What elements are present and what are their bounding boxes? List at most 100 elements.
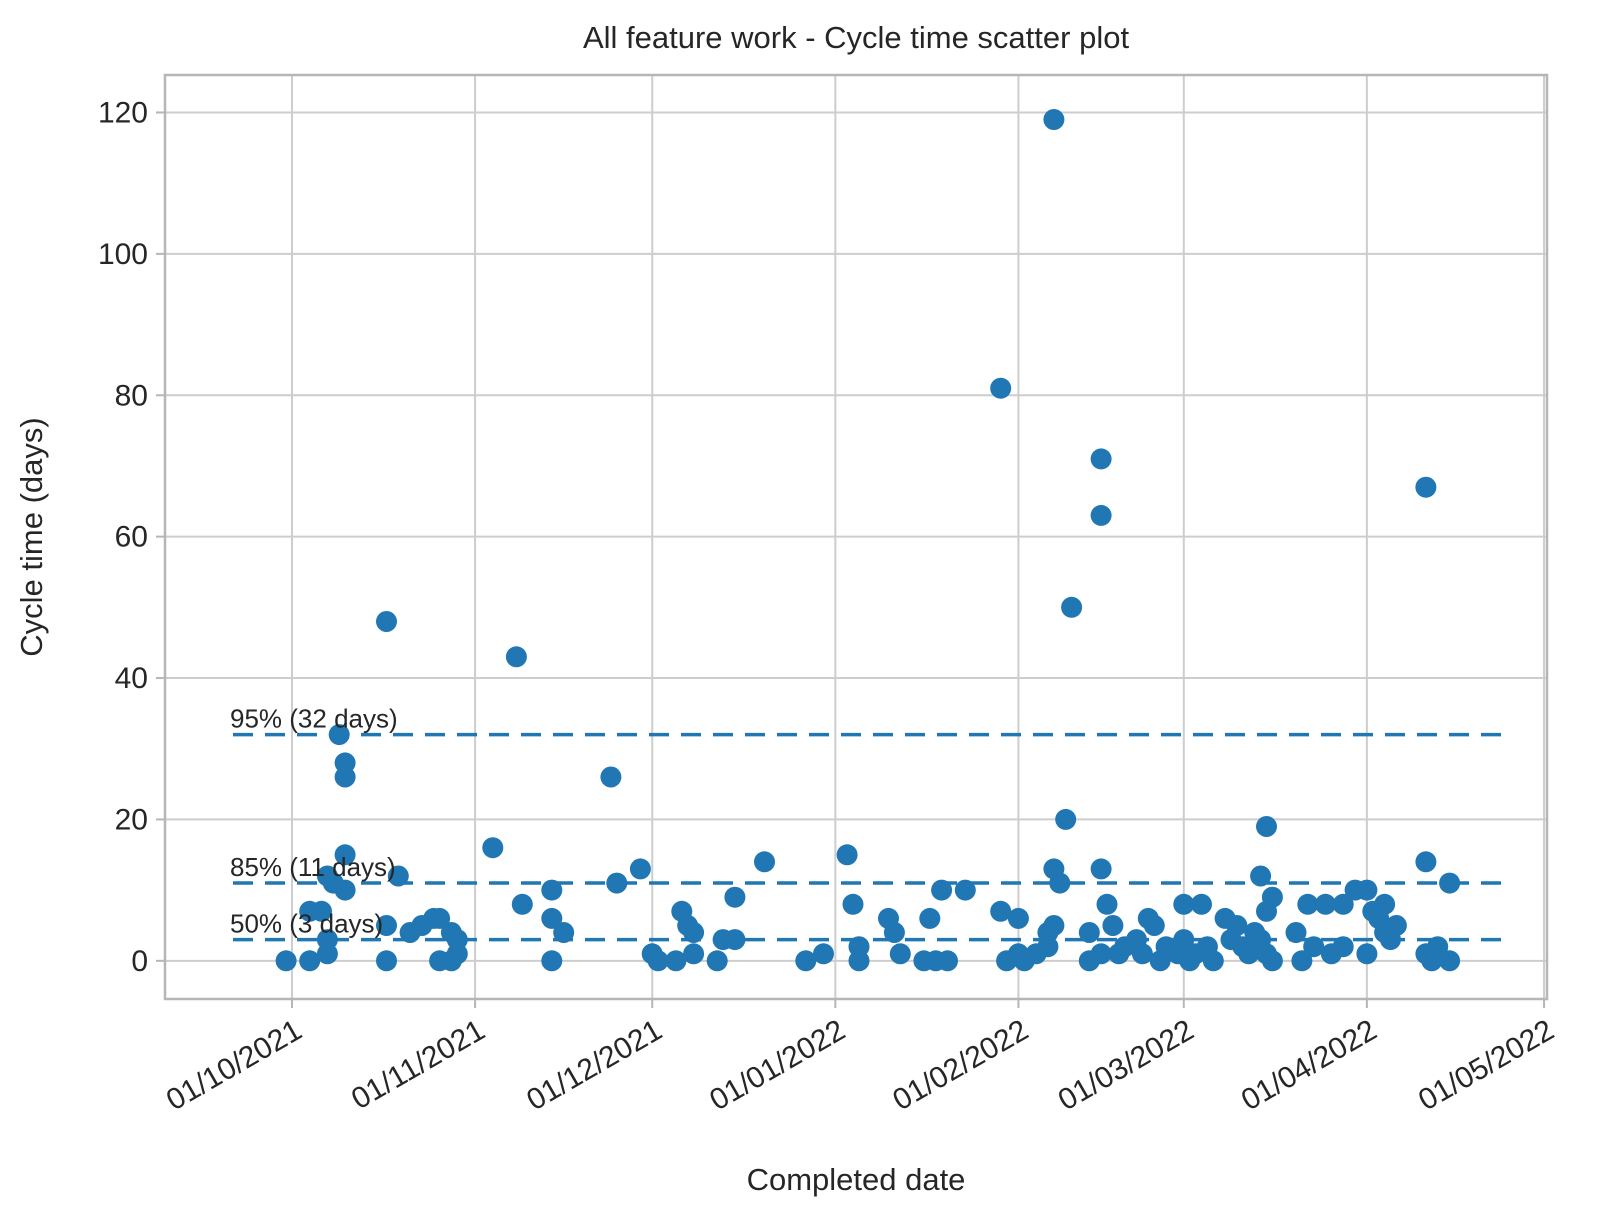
data-point <box>931 879 953 901</box>
data-point <box>1078 922 1100 943</box>
data-point <box>1102 915 1124 936</box>
x-tick-label: 01/10/2021 <box>161 1013 308 1117</box>
y-tick-label: 60 <box>115 521 148 554</box>
data-point <box>311 900 332 922</box>
data-point <box>990 377 1012 399</box>
data-point <box>1439 872 1461 894</box>
data-point <box>724 886 746 908</box>
data-point <box>541 950 563 972</box>
data-point <box>1090 943 1112 965</box>
percentile-labels: 95% (32 days) 85% (11 days) 50% (3 days) <box>230 704 398 939</box>
y-axis-title: Cycle time (days) <box>14 417 49 656</box>
data-point <box>505 646 527 668</box>
data-point <box>334 752 356 774</box>
data-point <box>1285 922 1307 943</box>
axis-labels: All feature work - Cycle time scatter pl… <box>14 20 1129 1197</box>
y-tick-label: 80 <box>115 379 148 412</box>
x-tick-label: 01/11/2021 <box>346 1013 491 1116</box>
data-point <box>1143 915 1165 936</box>
y-tick-label: 0 <box>131 945 148 978</box>
x-tick-label: 01/01/2022 <box>704 1013 851 1117</box>
data-point <box>813 943 834 965</box>
data-point <box>600 766 622 788</box>
y-tick-label: 20 <box>115 803 148 836</box>
data-point <box>1356 879 1378 901</box>
percentile-label: 95% (32 days) <box>230 704 398 734</box>
data-point <box>1226 915 1248 936</box>
data-point <box>1191 893 1212 915</box>
data-point <box>376 950 397 972</box>
data-point <box>1261 950 1283 972</box>
data-point <box>647 950 669 972</box>
data-point <box>1297 893 1319 915</box>
data-point <box>937 950 958 972</box>
data-point <box>1356 943 1378 965</box>
data-point <box>1007 907 1029 929</box>
data-point <box>683 922 705 943</box>
data-point <box>334 879 356 901</box>
data-point <box>1090 504 1112 526</box>
data-point <box>1173 893 1195 915</box>
data-point <box>990 900 1012 922</box>
data-point <box>541 907 563 929</box>
data-point <box>299 950 321 972</box>
data-point <box>316 943 338 965</box>
data-point <box>954 879 976 901</box>
data-point <box>1090 448 1112 470</box>
y-tick-label: 40 <box>115 662 148 695</box>
data-point <box>511 893 533 915</box>
y-tick-label: 100 <box>98 238 148 271</box>
data-point <box>606 872 628 894</box>
data-point <box>1256 816 1277 837</box>
data-point <box>919 907 941 929</box>
data-point <box>1385 915 1407 936</box>
data-point <box>1291 950 1313 972</box>
percentile-label: 85% (11 days) <box>230 852 396 882</box>
data-point <box>1049 872 1071 894</box>
data-point <box>553 922 575 943</box>
data-point <box>1055 808 1077 830</box>
data-point <box>1439 950 1461 972</box>
data-point <box>429 907 451 929</box>
data-point <box>376 611 397 632</box>
x-axis-title: Completed date <box>747 1162 966 1197</box>
data-point <box>1427 936 1449 958</box>
data-point <box>1250 865 1272 887</box>
data-point <box>1315 893 1336 915</box>
data-point <box>387 865 409 887</box>
scatter-points <box>275 109 1461 972</box>
data-point <box>1303 936 1325 958</box>
grid-layer <box>165 75 1547 999</box>
x-tick-label: 01/12/2021 <box>521 1013 668 1117</box>
chart-title: All feature work - Cycle time scatter pl… <box>583 20 1130 55</box>
data-point <box>842 893 864 915</box>
data-point <box>883 922 905 943</box>
data-point <box>482 837 504 859</box>
data-point <box>1238 943 1260 965</box>
data-point <box>376 915 397 936</box>
x-tick-label: 01/04/2022 <box>1236 1013 1383 1117</box>
x-tick-label: 01/02/2022 <box>887 1013 1034 1117</box>
data-point <box>1332 893 1354 915</box>
data-point <box>275 950 297 972</box>
y-tick-label: 120 <box>98 96 148 129</box>
x-tick-label: 01/05/2022 <box>1413 1013 1560 1117</box>
data-point <box>1043 915 1065 936</box>
data-point <box>1374 893 1396 915</box>
data-point <box>1043 109 1065 130</box>
data-point <box>541 879 563 901</box>
data-point <box>889 943 911 965</box>
data-point <box>1096 893 1118 915</box>
data-point <box>706 950 728 972</box>
data-point <box>334 844 356 866</box>
data-point <box>1415 476 1437 498</box>
data-point <box>629 858 651 880</box>
x-tick-label: 01/03/2022 <box>1053 1013 1200 1117</box>
data-point <box>754 851 775 873</box>
data-point <box>1202 950 1224 972</box>
data-point <box>328 724 350 746</box>
data-point <box>795 950 817 972</box>
data-point <box>724 929 746 951</box>
data-point <box>446 943 468 965</box>
